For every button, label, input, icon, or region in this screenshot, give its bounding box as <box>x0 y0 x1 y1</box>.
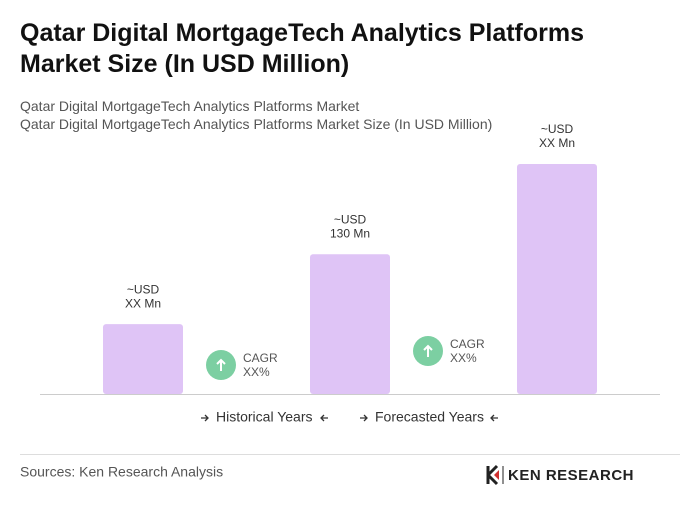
value-label: ~USD <box>541 122 574 136</box>
bar <box>310 254 390 394</box>
value-label: XX Mn <box>539 136 575 150</box>
cagr-label: CAGR <box>243 351 278 365</box>
value-label: ~USD <box>127 282 160 296</box>
cagr-badge <box>413 336 443 366</box>
cagr-value: XX% <box>243 365 270 379</box>
value-label: 130 Mn <box>330 226 370 240</box>
subtitle: Qatar Digital MortgageTech Analytics Pla… <box>20 116 493 132</box>
logo-text: KEN RESEARCH <box>508 467 634 484</box>
period-label: Forecasted Years <box>375 409 484 425</box>
source: Sources: Ken Research Analysis <box>20 464 223 480</box>
subtitle: Qatar Digital MortgageTech Analytics Pla… <box>20 98 360 114</box>
arrow <box>490 414 498 422</box>
value-label: ~USD <box>334 212 367 226</box>
period-label: Historical Years <box>216 409 313 425</box>
bar <box>103 324 183 394</box>
cagr-value: XX% <box>450 351 477 365</box>
value-label: XX Mn <box>125 296 161 310</box>
logo-icon <box>486 464 504 486</box>
cagr-badge <box>206 350 236 380</box>
cagr-label: CAGR <box>450 337 485 351</box>
bar <box>517 164 597 394</box>
chart-title: Qatar Digital MortgageTech Analytics Pla… <box>20 19 585 78</box>
arrow <box>360 414 368 422</box>
arrow <box>320 414 328 422</box>
arrow <box>201 414 209 422</box>
